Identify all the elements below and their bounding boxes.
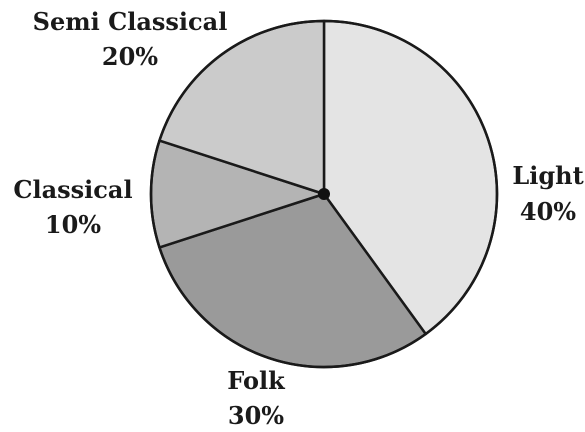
slice-percent-classical: 10% [45,210,101,239]
slice-percent-light: 40% [520,197,576,226]
slice-percent-semi-classical: 20% [102,42,158,71]
slice-label-semi-classical: Semi Classical [33,7,228,36]
slice-label-classical: Classical [13,175,132,204]
pie-slices [149,19,499,369]
slice-label-folk: Folk [227,366,286,395]
pie-center-dot [318,188,330,200]
slice-label-light: Light [512,161,583,190]
pie-outline [149,19,499,369]
slice-percent-folk: 30% [228,401,284,430]
